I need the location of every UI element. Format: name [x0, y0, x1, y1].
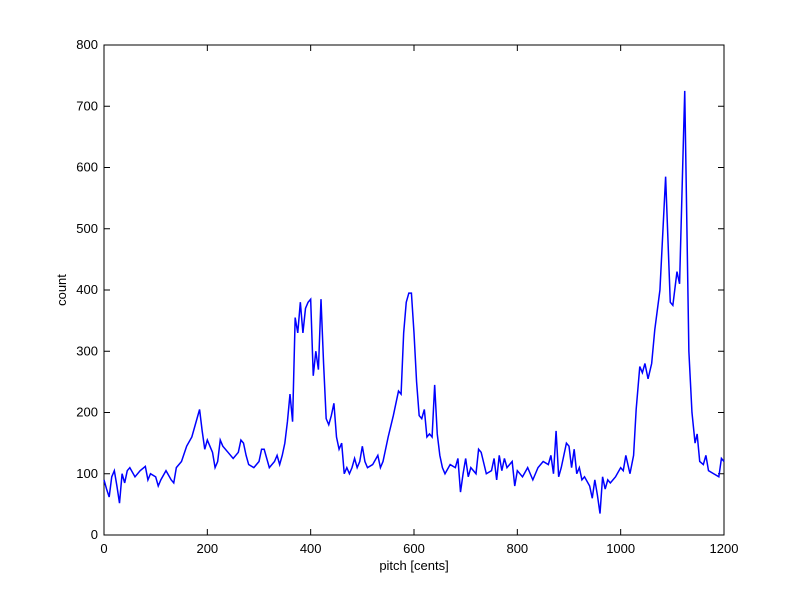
x-tick-label: 800: [506, 541, 528, 556]
y-tick-label: 700: [76, 98, 98, 113]
x-tick-label: 1000: [606, 541, 635, 556]
x-tick-label: 1200: [710, 541, 739, 556]
y-tick-label: 500: [76, 221, 98, 236]
y-tick-label: 100: [76, 466, 98, 481]
x-axis-label: pitch [cents]: [379, 558, 448, 573]
x-tick-label: 400: [300, 541, 322, 556]
plot-area: [103, 44, 725, 536]
y-tick-label: 200: [76, 405, 98, 420]
x-tick-label: 200: [196, 541, 218, 556]
y-tick-label: 400: [76, 282, 98, 297]
x-tick-label: 600: [403, 541, 425, 556]
y-tick-label: 0: [91, 527, 98, 542]
data-line: [103, 90, 725, 514]
y-axis-label: count: [54, 274, 69, 306]
y-tick-label: 600: [76, 160, 98, 175]
y-tick-label: 800: [76, 37, 98, 52]
y-tick-label: 300: [76, 343, 98, 358]
x-tick-label: 0: [100, 541, 107, 556]
